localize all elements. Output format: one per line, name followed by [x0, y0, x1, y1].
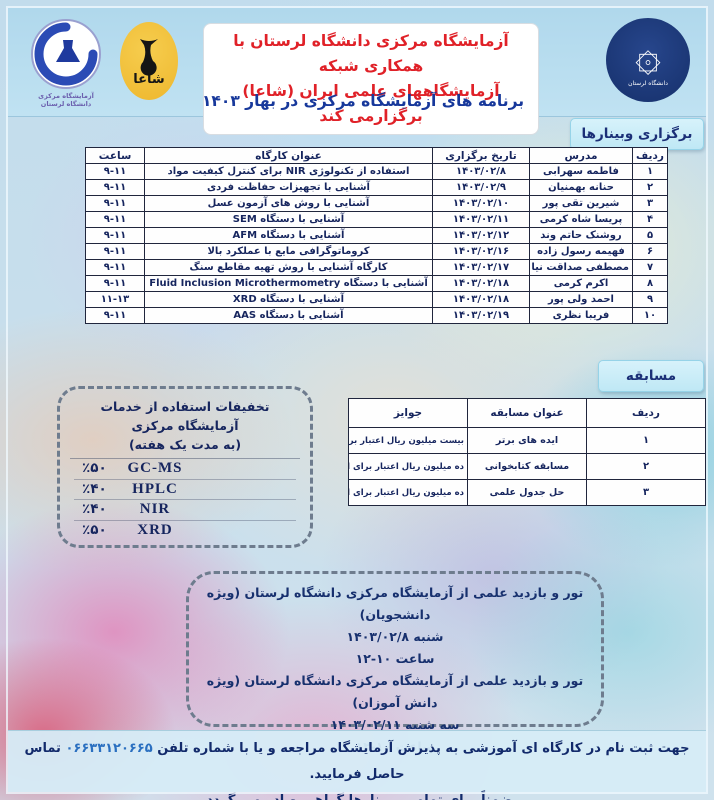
table-row: ۱ ایده های برتر بیست میلیون ریال اعتبار …: [348, 427, 706, 454]
col-instructor: مدرس: [529, 147, 633, 164]
webinars-table: ردیف مدرس تاریخ برگزاری عنوان کارگاه ساع…: [85, 147, 668, 324]
list-item: NIR ٪۴۰: [74, 500, 296, 521]
col-prize: جوایز: [348, 398, 468, 428]
col-row-number: ردیف: [586, 398, 706, 428]
footer-band: جهت ثبت نام در کارگاه ای آموزشی به پذیرش…: [8, 730, 706, 800]
competition-header-row: ردیف عنوان مسابقه جوایز: [348, 398, 706, 428]
table-row: ۷ مصطفی صداقت نیا ۱۴۰۳/۰۲/۱۷ کارگاه آشنا…: [85, 259, 668, 276]
tour-line: تور و بازدید علمی از آزمایشگاه مرکزی دان…: [206, 585, 584, 622]
table-row: ۱۰ فریبا نظری ۱۴۰۳/۰۲/۱۹ آشنایی با دستگا…: [85, 307, 668, 324]
competition-section-label: مسابقه: [598, 360, 704, 392]
list-item: HPLC ٪۴۰: [74, 480, 296, 500]
table-row: ۳ حل جدول علمی ده میلیون ریال اعتبار برا…: [348, 479, 706, 506]
discounts-title: تخفیفات استفاده از خدمات آزمایشگاه مرکزی…: [70, 397, 300, 459]
discount-percent: ٪۵۰: [82, 460, 107, 476]
discount-percent: ٪۴۰: [82, 501, 107, 517]
tour-line: ساعت ۱۰-۱۲: [355, 651, 435, 666]
table-row: ۳ شیرین تقی پور ۱۴۰۳/۰۲/۱۰ آشنایی با روش…: [85, 195, 668, 212]
discounts-box: تخفیفات استفاده از خدمات آزمایشگاه مرکزی…: [57, 386, 313, 548]
poster-title-box: آزمایشگاه مرکزی دانشگاه لرستان با همکاری…: [203, 23, 539, 135]
col-row-number: ردیف: [632, 147, 668, 164]
university-emblem-icon: ۞: [635, 29, 661, 81]
list-item: GC-MS ٪۵۰: [74, 459, 296, 480]
shaa-logo-text: شاعا: [133, 71, 165, 87]
table-row: ۹ احمد ولی پور ۱۴۰۳/۰۲/۱۸ آشنایی با دستگ…: [85, 291, 668, 308]
central-lab-logo-caption: آزمایشگاه مرکزی دانشگاه لرستان: [38, 92, 94, 108]
shaa-logo-icon: شاعا: [120, 22, 178, 100]
central-lab-logo-icon: [30, 18, 102, 90]
col-workshop-title: عنوان کارگاه: [144, 147, 433, 164]
discount-service: HPLC: [132, 480, 178, 497]
discount-percent: ٪۵۰: [82, 521, 107, 538]
table-row: ۲ مسابقه کتابخوانی ده میلیون ریال اعتبار…: [348, 453, 706, 480]
discount-percent: ٪۴۰: [82, 480, 107, 497]
poster-title-line1: آزمایشگاه مرکزی دانشگاه لرستان با همکاری…: [233, 32, 509, 75]
webinars-header-row: ردیف مدرس تاریخ برگزاری عنوان کارگاه ساع…: [85, 147, 668, 164]
competition-table: ردیف عنوان مسابقه جوایز ۱ ایده های برتر …: [348, 398, 706, 506]
discount-service: XRD: [137, 521, 173, 538]
table-row: ۲ حنانه بهمنیان ۱۴۰۳/۰۲/۹ آشنایی با تجهی…: [85, 179, 668, 196]
list-item: XRD ٪۵۰: [74, 521, 296, 541]
discount-service: NIR: [139, 501, 171, 517]
tour-line: شنبه ۱۴۰۳/۰۲/۸: [346, 629, 444, 644]
table-row: ۸ اکرم کرمی ۱۴۰۳/۰۲/۱۸ آشنایی با دستگاه …: [85, 275, 668, 292]
footer-certificate-line: ضمناً برای تمامی وبینارها گواهی صادر می …: [8, 788, 706, 800]
header-band: ۞ دانشگاه لرستان آزمایشگاه مرکزی دانشگاه…: [8, 8, 706, 135]
col-date: تاریخ برگزاری: [432, 147, 530, 164]
table-row: ۵ روشنک حاتم وند ۱۴۰۳/۰۲/۱۲ آشنایی با دس…: [85, 227, 668, 244]
col-time: ساعت: [85, 147, 145, 164]
col-competition-title: عنوان مسابقه: [467, 398, 587, 428]
university-logo-icon: ۞ دانشگاه لرستان: [606, 18, 690, 102]
poster-subtitle: برنامه های آزمایشگاه مرکزی در بهار ۱۴۰۳: [201, 92, 525, 110]
poster-title-line2: آزمایشگاههای علمی ایران (شاعا) برگزارمی …: [242, 82, 500, 125]
tour-line: سه شنبه ۱۴۰۳/۰۲/۱۱: [330, 717, 460, 732]
table-row: ۴ پریسا شاه کرمی ۱۴۰۳/۰۲/۱۱ آشنایی با دس…: [85, 211, 668, 228]
webinars-section-label: برگزاری وبینارها: [570, 118, 704, 150]
table-row: ۶ فهیمه رسول زاده ۱۴۰۳/۰۲/۱۶ کروماتوگراف…: [85, 243, 668, 260]
university-logo-caption: دانشگاه لرستان: [628, 79, 668, 87]
discount-service: GC-MS: [127, 460, 183, 476]
footer-registration-line: جهت ثبت نام در کارگاه ای آموزشی به پذیرش…: [24, 741, 690, 782]
tours-box: تور و بازدید علمی از آزمایشگاه مرکزی دان…: [186, 571, 604, 754]
tour-line: تور و بازدید علمی از آزمایشگاه مرکزی دان…: [206, 673, 584, 710]
phone-number: ۰۶۶۳۳۱۲۰۶۶۵: [65, 741, 153, 756]
table-row: ۱ فاطمه سهرابی ۱۴۰۳/۰۲/۸ استفاده از تکنو…: [85, 163, 668, 180]
